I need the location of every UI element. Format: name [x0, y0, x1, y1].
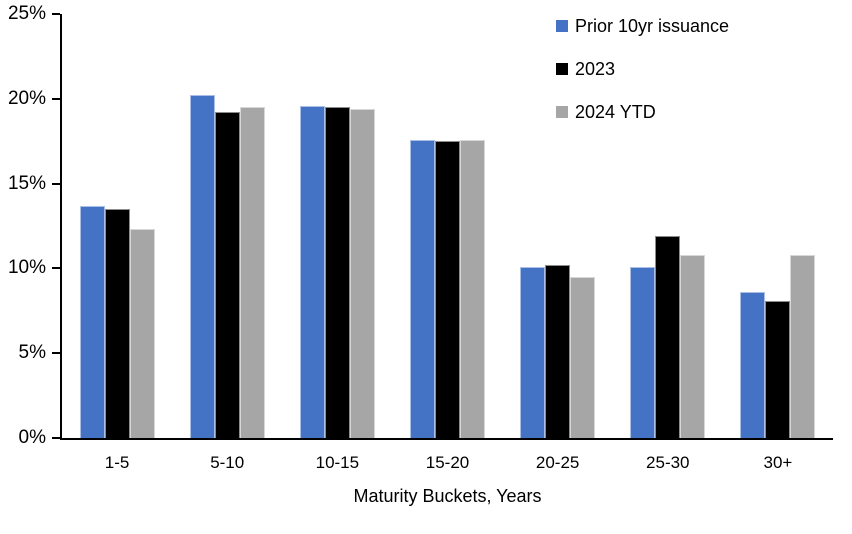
y-tick-label: 20%: [7, 87, 46, 109]
legend-label: Prior 10yr issuance: [575, 15, 730, 36]
bar-2024-ytd-1-5: [129, 229, 155, 438]
bar-2023-20-25: [545, 265, 571, 438]
legend-item: Prior 10yr issuance: [556, 16, 729, 36]
bar-2024-ytd-15-20: [460, 139, 485, 438]
legend-label: 2024 YTD: [575, 101, 656, 122]
y-axis-tick: [52, 437, 60, 439]
y-axis-tick: [52, 13, 60, 15]
legend: Prior 10yr issuance 2023 2024 YTD: [556, 16, 729, 145]
x-tick-label: 20-25: [535, 453, 580, 472]
legend-swatch-icon: [556, 20, 568, 32]
y-tick-label: 10%: [7, 257, 46, 279]
bar-2024-ytd-5-10: [239, 107, 265, 438]
y-axis-tick: [52, 352, 60, 355]
y-tick-label: 25%: [7, 3, 46, 24]
y-axis-tick: [52, 97, 60, 100]
bar-2024-ytd-25-30: [680, 254, 706, 438]
x-axis-title: Maturity Buckets, Years: [353, 486, 542, 506]
bar-2023-1-5: [104, 209, 130, 438]
bar-prior-10yr-issuance-15-20: [410, 139, 435, 438]
x-tick-label: 1-5: [104, 453, 130, 472]
bar-2023-15-20: [435, 141, 460, 438]
bar-prior-10yr-issuance-1-5: [79, 205, 105, 438]
bar-2024-ytd-10-15: [349, 108, 375, 438]
plot-area: [52, 13, 833, 440]
bar-prior-10yr-issuance-20-25: [520, 266, 546, 438]
bar-prior-10yr-issuance-10-15: [299, 105, 325, 438]
y-axis-tick: [52, 182, 60, 185]
bar-prior-10yr-issuance-5-10: [189, 95, 215, 438]
y-axis-tick: [52, 267, 60, 270]
bar-2023-25-30: [655, 236, 681, 438]
bar-2024-ytd-20-25: [570, 276, 596, 438]
legend-swatch-icon: [556, 106, 568, 118]
legend-label: 2023: [575, 58, 616, 79]
x-tick-label: 30+: [763, 453, 793, 472]
bar-prior-10yr-issuance-30+: [740, 292, 766, 438]
legend-item: 2024 YTD: [556, 102, 729, 122]
x-tick-label: 25-30: [646, 453, 690, 472]
y-tick-label: 0%: [18, 427, 46, 448]
x-tick-label: 15-20: [425, 453, 470, 472]
x-tick-label: 5-10: [210, 453, 245, 472]
bar-2023-5-10: [214, 112, 240, 438]
bar-prior-10yr-issuance-25-30: [630, 266, 656, 438]
x-tick-label: 10-15: [315, 453, 360, 472]
bar-2024-ytd-30+: [790, 254, 816, 438]
bar-2023-30+: [765, 300, 791, 438]
bar-2023-10-15: [324, 107, 350, 438]
legend-item: 2023: [556, 59, 729, 79]
y-tick-label: 5%: [18, 342, 46, 364]
legend-swatch-icon: [556, 63, 568, 75]
y-tick-label: 15%: [7, 172, 46, 194]
